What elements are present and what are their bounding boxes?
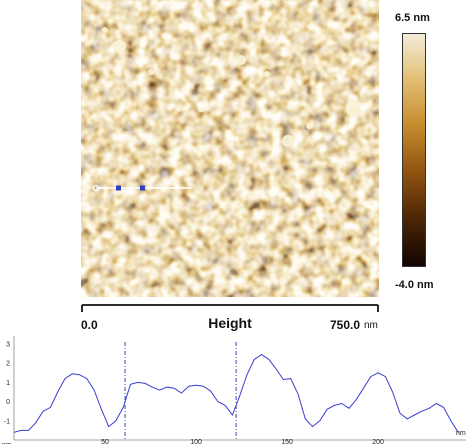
profile-point — [450, 420, 452, 422]
profile-point — [355, 399, 357, 401]
profile-point — [210, 390, 212, 392]
profile-point — [20, 430, 22, 431]
profile-point — [108, 426, 110, 427]
profile-cursor-1 — [116, 185, 121, 191]
profile-point — [137, 382, 139, 383]
profile-point — [363, 387, 364, 389]
profile-point — [312, 426, 313, 427]
x-tick-label: 200 — [372, 439, 384, 444]
image-title: Height — [208, 315, 252, 331]
x-tick-label: 50 — [101, 439, 109, 444]
x-axis-label: nm — [456, 430, 466, 437]
profile-point — [64, 378, 66, 379]
y-tick-label: 1 — [6, 380, 10, 387]
profile-point — [42, 410, 44, 412]
y-axis-label: nm — [2, 442, 12, 444]
profile-start-marker — [92, 184, 100, 192]
y-tick-label: 2 — [6, 361, 10, 368]
profile-point — [100, 408, 102, 410]
scale-end-label: 750.0 — [330, 318, 361, 332]
profile-point — [79, 374, 80, 376]
profile-point — [166, 386, 168, 388]
afm-surface — [81, 0, 379, 297]
profile-point — [414, 414, 415, 416]
profile-point — [348, 407, 350, 409]
profile-point — [181, 392, 182, 394]
y-tick-label: -1 — [4, 418, 10, 425]
profile-point — [341, 403, 343, 404]
profile-point — [319, 420, 321, 422]
profile-point — [93, 389, 95, 391]
y-tick-label: 3 — [6, 342, 10, 349]
profile-point — [195, 384, 197, 386]
colorbar-min-label: -4.0 nm — [395, 279, 434, 291]
profile-point — [28, 430, 29, 431]
profile-point — [57, 391, 59, 393]
profile-cursor-2 — [140, 185, 145, 191]
profile-point — [246, 374, 248, 376]
profile-point — [283, 379, 284, 380]
profile-point — [370, 376, 372, 378]
profile-point — [50, 406, 51, 408]
height-colorbar — [402, 33, 426, 267]
height-profile-chart: -1 0 1 2 3 50 100 150 200 nm nm — [2, 336, 466, 444]
profile-point — [333, 405, 335, 406]
profile-point — [428, 407, 430, 409]
profile-point — [268, 358, 270, 360]
scale-bar — [81, 304, 379, 312]
profile-point — [202, 385, 204, 387]
profile-point — [377, 372, 379, 374]
profile-point — [253, 358, 255, 360]
profile-point — [326, 408, 328, 410]
y-tick-label: 0 — [6, 399, 10, 406]
profile-point — [144, 382, 146, 384]
profile-point — [217, 401, 219, 402]
profile-point — [71, 373, 73, 375]
profile-point — [435, 403, 437, 404]
scale-start-label: 0.0 — [81, 318, 98, 332]
profile-point — [173, 387, 175, 389]
profile-point — [421, 410, 423, 412]
profile-series-line — [13, 354, 459, 433]
profile-point — [130, 383, 131, 385]
profile-point — [188, 385, 190, 387]
profile-point — [261, 354, 262, 355]
scale-unit-label: nm — [364, 320, 378, 331]
profile-point — [304, 418, 306, 420]
profile-point — [384, 376, 386, 378]
profile-point — [13, 431, 15, 433]
profile-point — [224, 405, 226, 406]
profile-point — [406, 418, 408, 420]
profile-point — [232, 414, 233, 416]
profile-point — [399, 412, 401, 414]
profile-point — [443, 406, 445, 408]
profile-point — [290, 378, 292, 379]
x-tick-label: 150 — [281, 439, 293, 444]
profile-point — [297, 393, 299, 395]
profile-point — [35, 422, 37, 424]
profile-point — [392, 391, 394, 393]
profile-line-overlay — [92, 184, 191, 192]
profile-point — [457, 431, 459, 433]
profile-point — [115, 420, 117, 422]
profile-point — [239, 395, 241, 397]
profile-point — [122, 406, 124, 408]
colorbar-max-label: 6.5 nm — [395, 12, 430, 24]
profile-point — [159, 389, 161, 391]
profile-point — [275, 368, 277, 370]
profile-point — [86, 378, 88, 379]
x-tick-label: 100 — [190, 439, 202, 444]
afm-bright-grains — [102, 27, 360, 147]
profile-point — [151, 386, 153, 388]
afm-height-image — [81, 0, 379, 297]
